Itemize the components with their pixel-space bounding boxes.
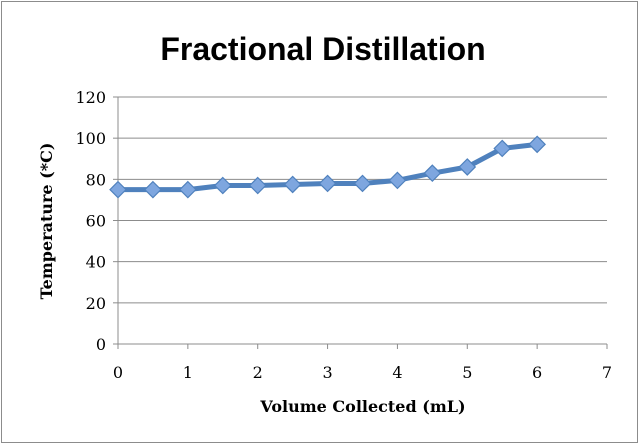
y-tick-label: 60 <box>86 212 106 231</box>
data-point <box>353 174 372 193</box>
y-tick-label: 80 <box>86 170 106 189</box>
y-tick-label: 20 <box>86 294 106 313</box>
x-axis-label: Volume Collected (mL) <box>259 397 465 416</box>
y-tick-labels: 0 20 40 60 80 100 120 <box>75 88 106 354</box>
data-point <box>213 176 232 195</box>
y-tick-label: 100 <box>75 129 106 148</box>
x-tick-labels: 0 1 2 3 4 5 6 7 <box>113 363 612 382</box>
x-tick-label: 3 <box>322 363 332 382</box>
data-point <box>318 174 337 193</box>
data-point <box>179 180 197 199</box>
y-tick-label: 40 <box>86 253 106 272</box>
chart-title: Fractional Distillation <box>160 31 485 67</box>
x-tick-label: 5 <box>462 363 472 382</box>
x-tick-label: 0 <box>113 363 123 382</box>
y-axis-label: Temperature (*C) <box>37 143 56 300</box>
data-point <box>388 171 407 190</box>
data-point <box>248 176 267 195</box>
data-point <box>493 139 512 158</box>
data-point <box>109 180 127 199</box>
x-tick-label: 1 <box>183 363 193 382</box>
x-tick-label: 6 <box>532 363 542 382</box>
x-tick-label: 4 <box>392 363 402 382</box>
series-group <box>109 135 546 199</box>
data-point <box>423 164 442 183</box>
data-point <box>528 135 546 154</box>
x-tick-label: 2 <box>253 363 263 382</box>
data-point <box>458 158 477 176</box>
x-tick-label: 7 <box>602 363 612 382</box>
data-point <box>283 175 302 194</box>
y-tick-label: 120 <box>75 88 106 107</box>
gridlines <box>118 96 607 304</box>
y-tick-label: 0 <box>96 335 106 354</box>
axes <box>113 96 608 349</box>
data-point <box>144 180 162 199</box>
